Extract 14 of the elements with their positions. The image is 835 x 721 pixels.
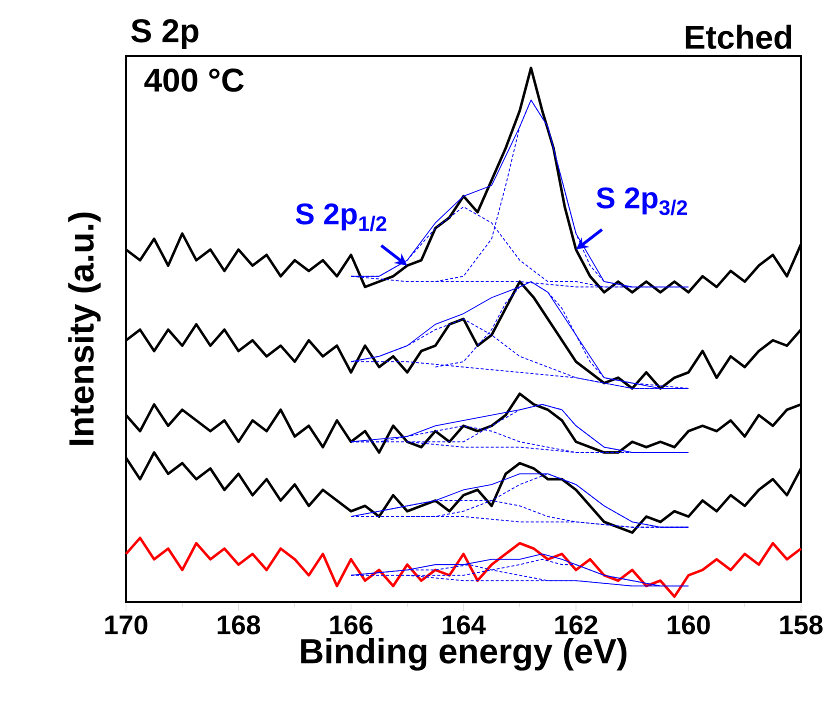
x-tick-label: 162 [555,615,598,634]
chart-title: S 2p [131,19,198,49]
x-tick-label: 160 [668,615,710,634]
y-axis-title: Intensity (a.u.) [68,212,101,445]
x-tick-label: 164 [442,615,486,634]
annotation: 400 °C [144,68,244,92]
x-tick-label: 168 [218,615,260,634]
x-tick-label: 166 [330,615,372,634]
x-tick-label: 158 [780,615,823,634]
text: Etched [686,24,792,49]
annotation: S 2p$_{3/2}$ [596,187,688,216]
annotation: S 2p$_{1/2}$ [296,203,386,232]
x-axis-title: Binding energy (eV) [301,638,626,671]
x-tick-label: 170 [105,615,148,634]
